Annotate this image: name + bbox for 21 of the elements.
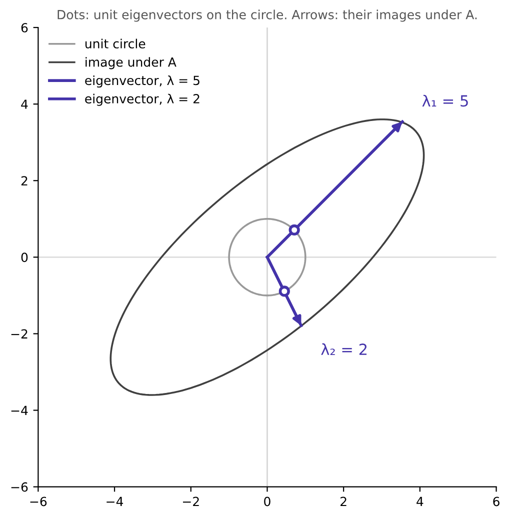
x-tick-label: −4 (106, 496, 124, 506)
x-tick-label: 6 (493, 496, 500, 506)
x-tick-label: 4 (416, 496, 424, 506)
x-tick-label: −2 (182, 496, 199, 506)
x-tick-label: 2 (340, 496, 346, 506)
chart-title: Dots: unit eigenvectors on the circle. Arrows: their images under A. (58, 10, 477, 22)
legend-label: image under A (86, 57, 176, 70)
legend-label: eigenvector, λ = 2 (85, 94, 200, 106)
y-tick-label: 2 (21, 176, 28, 186)
annotation: λ₁ = 5 (422, 94, 468, 107)
y-tick-label: 6 (21, 22, 28, 32)
x-tick-label: −6 (30, 496, 47, 506)
x-tick-label: 0 (264, 496, 270, 506)
annotation: λ₂ = 2 (321, 343, 367, 355)
legend-label: unit circle (85, 38, 146, 48)
y-tick-label: 4 (21, 100, 28, 109)
y-tick-label: 0 (21, 252, 28, 262)
y-tick-label: −2 (11, 329, 28, 338)
y-tick-label: −4 (11, 406, 28, 416)
legend-label: eigenvector, λ = 5 (85, 75, 200, 88)
y-tick-label: −6 (11, 482, 28, 492)
